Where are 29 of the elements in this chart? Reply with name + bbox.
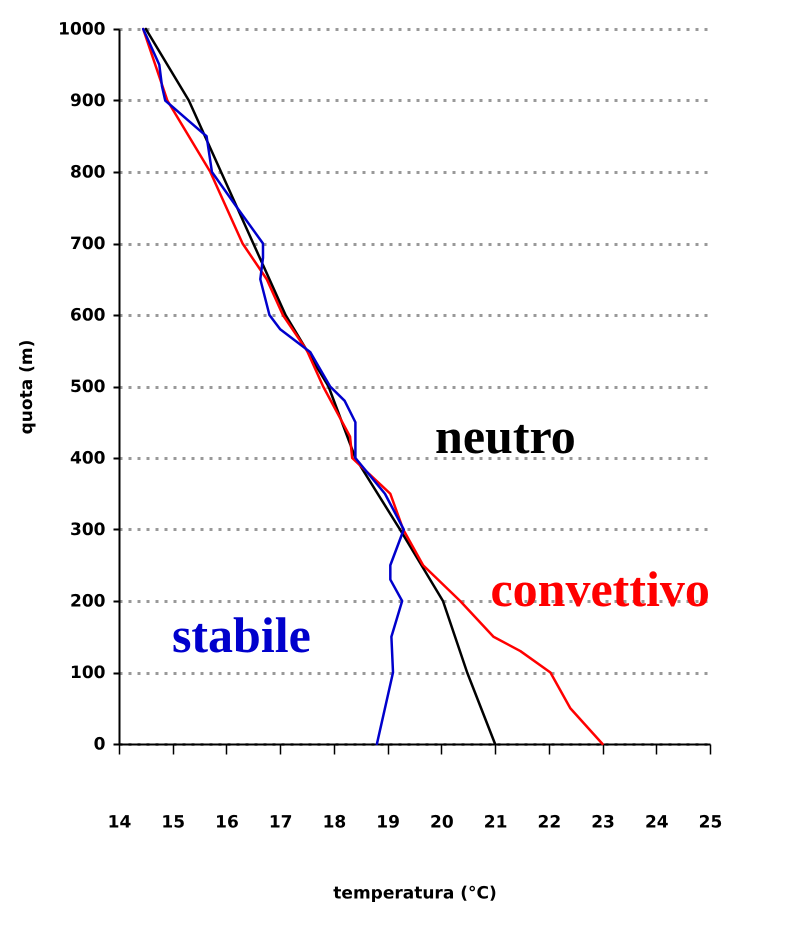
- x-tick-label: 14: [108, 812, 132, 832]
- x-tick-label: 17: [268, 812, 293, 832]
- y-tick-label: 100: [70, 663, 106, 683]
- x-tick-label: 16: [215, 812, 239, 832]
- series-label: neutro: [435, 408, 576, 464]
- x-tick-label: 21: [484, 812, 508, 832]
- y-tick-label: 400: [70, 448, 106, 468]
- x-tick-label: 24: [644, 812, 669, 832]
- y-tick-label: 500: [70, 377, 106, 397]
- y-tick-label: 200: [70, 592, 106, 612]
- series-label: convettivo: [490, 561, 710, 617]
- y-tick-label: 900: [70, 91, 106, 111]
- y-axis-title: quota (m): [17, 340, 38, 434]
- x-tick-label: 22: [537, 812, 562, 832]
- y-tick-label: 800: [70, 162, 106, 182]
- y-tick-label: 0: [94, 734, 106, 754]
- x-tick-label: 15: [161, 812, 186, 832]
- y-tick-label: 600: [70, 306, 106, 326]
- y-tick-label: 300: [70, 520, 106, 540]
- x-axis-title: temperatura (°C): [333, 884, 497, 904]
- y-tick-label: 700: [70, 234, 106, 254]
- y-tick-label: 1000: [58, 20, 106, 40]
- x-tick-label: 23: [591, 812, 615, 832]
- x-tick-label: 25: [698, 812, 722, 832]
- x-tick-label: 19: [376, 812, 400, 832]
- line-series: [142, 28, 406, 746]
- series-label: stabile: [172, 606, 311, 663]
- x-tick-label: 20: [430, 812, 454, 832]
- x-tick-label: 18: [322, 812, 346, 832]
